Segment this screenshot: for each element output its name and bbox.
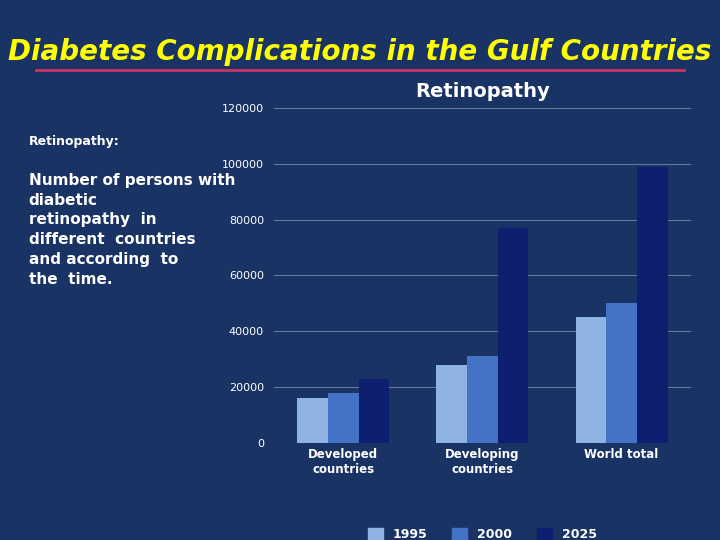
Title: Retinopathy: Retinopathy xyxy=(415,82,550,101)
Text: Retinopathy:: Retinopathy: xyxy=(29,135,120,148)
Bar xyxy=(297,398,328,443)
Bar xyxy=(576,317,606,443)
Text: Number of persons with
diabetic
retinopathy  in
different  countries
and accordi: Number of persons with diabetic retinopa… xyxy=(29,173,235,287)
Bar xyxy=(436,364,467,443)
Legend: 1995, 2000, 2025: 1995, 2000, 2025 xyxy=(363,523,602,540)
Text: Diabetes Complications in the Gulf Countries: Diabetes Complications in the Gulf Count… xyxy=(9,38,711,66)
Bar xyxy=(328,393,359,443)
Bar xyxy=(467,356,498,443)
Bar xyxy=(637,166,667,443)
Bar xyxy=(498,228,528,443)
Bar xyxy=(359,379,389,443)
Bar xyxy=(606,303,637,443)
